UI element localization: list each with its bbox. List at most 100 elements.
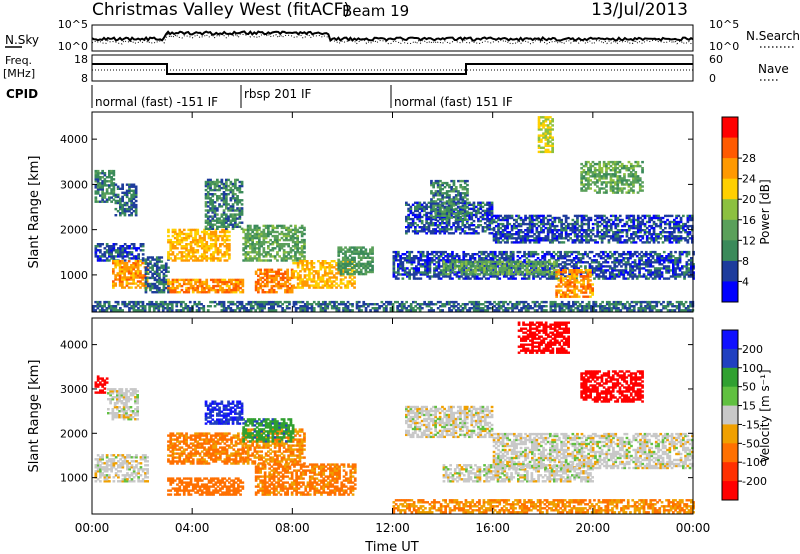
power-cell <box>123 203 127 207</box>
power-cell <box>477 305 481 308</box>
power-cell <box>416 230 419 233</box>
power-cell <box>355 252 359 255</box>
power-cell <box>317 286 320 289</box>
power-cell <box>271 241 275 244</box>
power-cell <box>268 270 271 273</box>
power-cell <box>211 215 215 218</box>
power-cell <box>371 256 374 259</box>
power-cell <box>397 271 400 274</box>
power-cell <box>134 210 138 213</box>
power-cell <box>355 270 359 274</box>
power-cell <box>167 291 170 294</box>
power-cell <box>130 305 133 308</box>
power-cell <box>614 309 618 312</box>
power-cell <box>326 303 330 306</box>
power-cell <box>466 192 469 195</box>
power-cell <box>134 282 138 285</box>
power-cell <box>125 210 129 213</box>
power-cell <box>298 226 302 230</box>
power-cell <box>594 305 598 308</box>
power-cell <box>308 303 312 306</box>
power-cell <box>212 286 215 290</box>
power-cell <box>270 303 273 306</box>
power-cell <box>448 275 452 278</box>
power-cell <box>339 264 343 268</box>
power-cell <box>570 253 574 256</box>
power-cell <box>236 223 239 226</box>
power-cell <box>452 196 456 199</box>
power-cell <box>182 278 186 282</box>
power-cell <box>134 300 138 304</box>
power-cell <box>457 214 460 217</box>
power-cell <box>357 264 361 268</box>
power-cell <box>452 232 455 235</box>
power-cell <box>348 254 352 257</box>
power-cell <box>332 274 336 277</box>
power-cell <box>211 205 215 208</box>
power-cell <box>264 224 268 228</box>
power-cell <box>134 207 138 211</box>
power-cell <box>502 253 506 256</box>
power-cell <box>139 276 142 279</box>
power-cell <box>651 261 655 264</box>
power-cell <box>451 263 454 266</box>
power-cell <box>204 215 208 218</box>
power-cell <box>99 243 102 246</box>
power-cell <box>187 291 191 294</box>
power-cell <box>475 265 479 268</box>
power-cell <box>451 267 454 270</box>
power-cell <box>428 265 432 268</box>
power-cell <box>99 259 102 262</box>
power-cell <box>99 255 102 258</box>
power-cell <box>611 269 614 272</box>
power-cell <box>454 194 458 197</box>
power-cell <box>158 274 161 278</box>
power-cell <box>641 307 645 310</box>
power-cell <box>590 269 594 272</box>
power-cell <box>284 270 287 273</box>
power-cell <box>505 253 508 256</box>
power-cell <box>504 309 508 312</box>
power-cell <box>213 201 217 204</box>
power-cell <box>676 265 680 268</box>
power-cell <box>656 271 659 274</box>
power-cell <box>463 194 467 197</box>
power-cell <box>270 286 274 290</box>
power-cell <box>134 270 138 273</box>
power-cell <box>296 262 300 265</box>
power-cell <box>359 268 363 272</box>
power-cell <box>478 268 482 272</box>
power-cell <box>127 266 131 269</box>
power-cell <box>191 238 195 242</box>
power-cell <box>317 303 321 306</box>
power-cell <box>502 303 505 306</box>
power-cell <box>447 232 451 235</box>
power-cell <box>669 275 673 278</box>
power-cell <box>437 273 441 276</box>
power-cell <box>459 232 462 235</box>
power-cell <box>103 172 107 175</box>
power-cell <box>542 305 546 308</box>
power-cell <box>692 265 695 268</box>
power-cell <box>407 222 410 225</box>
power-cell <box>452 204 456 207</box>
power-cell <box>441 222 444 225</box>
power-cell <box>480 268 484 272</box>
power-cell <box>158 286 161 290</box>
power-cell <box>308 307 312 310</box>
power-cell <box>255 257 259 260</box>
power-cell <box>672 261 675 264</box>
power-cell <box>228 284 231 288</box>
power-cell <box>200 255 204 258</box>
power-cell <box>504 307 508 310</box>
power-cell <box>439 204 442 207</box>
power-cell <box>423 205 426 209</box>
power-cell <box>182 228 186 232</box>
power-cell <box>415 273 418 276</box>
power-cell <box>200 307 203 310</box>
power-cell <box>667 269 671 272</box>
power-cell <box>633 265 637 268</box>
power-cell <box>434 214 438 217</box>
power-cell <box>532 275 535 278</box>
power-cell <box>439 188 442 191</box>
